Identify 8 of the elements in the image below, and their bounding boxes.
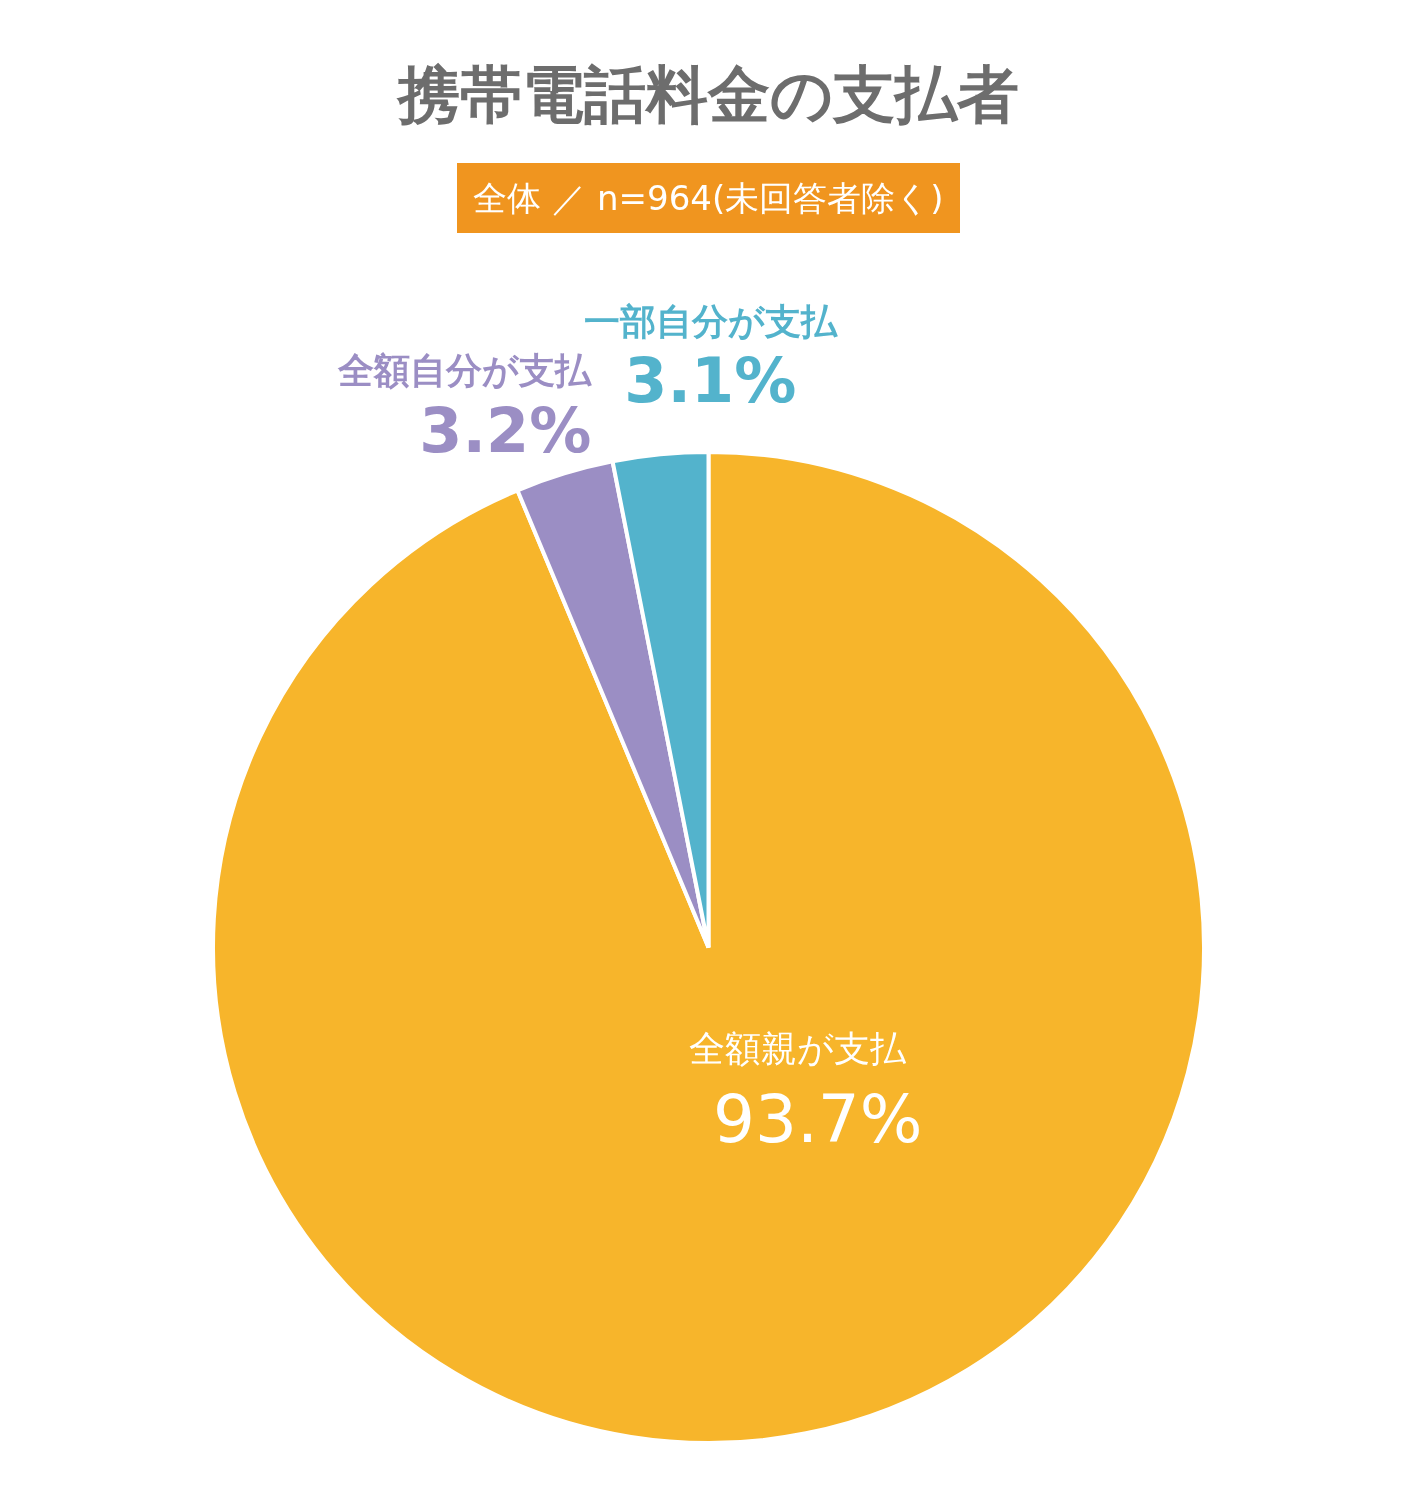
data-label: 3.1% <box>624 344 797 418</box>
slice-label: 全額自分が支払 <box>337 349 593 391</box>
slice-label: 全額親が支払 <box>689 1027 908 1069</box>
data-label: 93.7% <box>712 1081 923 1159</box>
chart-title: 携帯電話料金の支払者 <box>395 57 1020 133</box>
slice-label: 一部自分が支払 <box>583 300 838 342</box>
data-label: 3.2% <box>419 393 592 467</box>
chart-subtitle: 全体 ／ n=964(未回答者除く) <box>457 163 960 233</box>
